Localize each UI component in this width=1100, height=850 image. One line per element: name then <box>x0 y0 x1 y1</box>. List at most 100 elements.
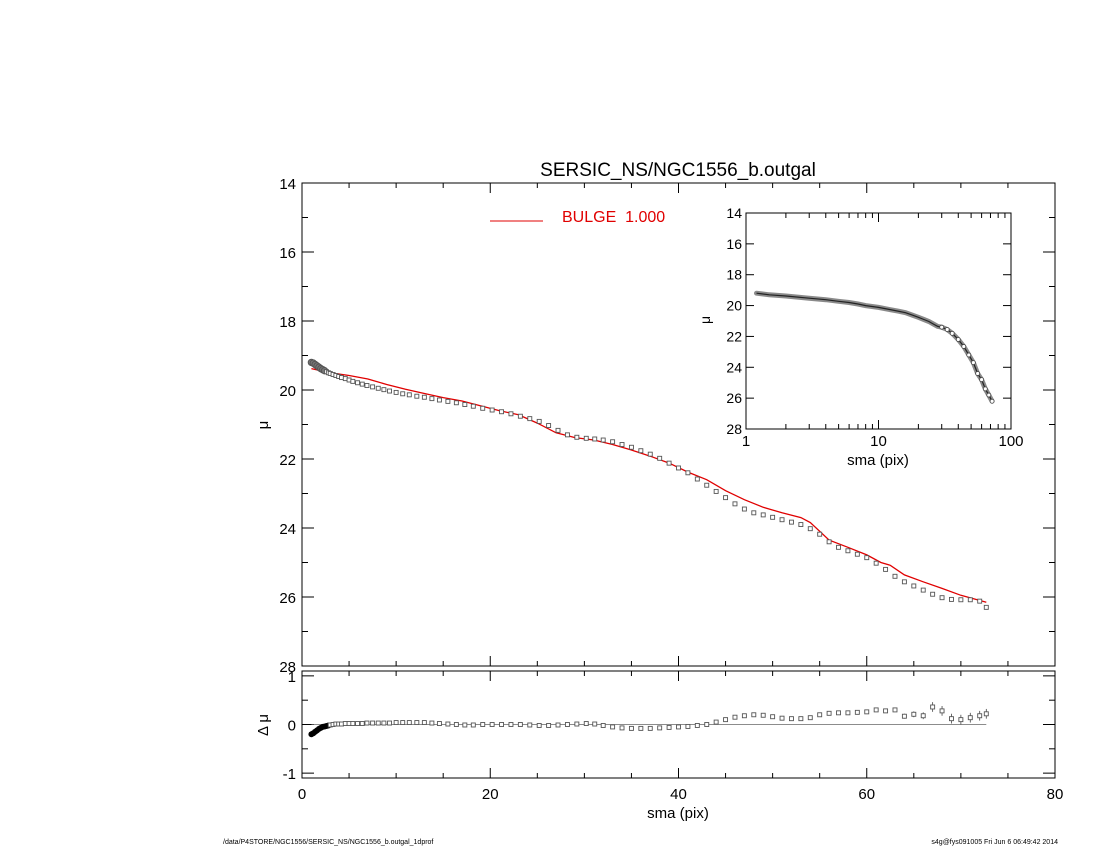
observed-point <box>508 411 514 417</box>
residual-point <box>779 715 785 721</box>
residual-point <box>751 712 757 718</box>
observed-point <box>939 595 945 601</box>
observed-point <box>436 397 442 403</box>
inset-panel: sma (pix) μ 14 16 18 20 22 24 26 281 10 100 <box>697 205 1024 469</box>
residual-point <box>480 722 486 727</box>
observed-point <box>600 437 606 443</box>
residual-point <box>583 721 589 726</box>
main-axis-ticks: 14 16 18 20 22 24 26 28 <box>279 176 1056 676</box>
observed-point <box>421 394 427 400</box>
residual-x-tick-label: 40 <box>670 786 687 803</box>
inset-observed-point <box>939 324 945 330</box>
inset-y-axis-label: μ <box>697 316 713 324</box>
residual-y-tick-label: 0 <box>288 718 296 735</box>
observed-point <box>574 434 580 440</box>
residual-y-tick-label: 1 <box>288 669 296 686</box>
observed-point <box>414 393 420 399</box>
observed-point <box>666 460 672 466</box>
observed-point <box>694 476 700 482</box>
observed-point <box>628 444 634 450</box>
residual-point <box>807 715 813 721</box>
observed-point <box>798 522 804 527</box>
residual-point <box>732 714 738 720</box>
residual-point <box>666 724 672 730</box>
residual-point <box>817 712 823 718</box>
observed-point <box>546 423 552 428</box>
residual-point <box>760 712 766 718</box>
residual-point <box>421 720 427 726</box>
observed-point <box>400 391 406 397</box>
observed-point <box>657 455 663 461</box>
inset-observed-point <box>989 398 995 404</box>
main-panel: SERSIC_NS/NGC1556_b.outgal μ 14 16 18 20 22 2… <box>255 160 1056 676</box>
observed-point <box>930 591 936 597</box>
residual-point <box>949 716 954 722</box>
observed-point <box>453 400 459 406</box>
observed-point <box>364 383 370 388</box>
legend-label-bulge: BULGE 1.000 <box>562 209 665 226</box>
observed-point <box>359 381 365 387</box>
residual-point <box>930 704 936 710</box>
observed-point <box>517 413 523 419</box>
inset-observed-profile-series <box>754 290 995 404</box>
residual-point <box>939 708 945 714</box>
observed-point <box>387 388 392 394</box>
residual-point <box>628 725 634 731</box>
residual-point <box>370 720 376 726</box>
residual-point <box>414 720 420 726</box>
inset-observed-point <box>982 386 988 392</box>
residual-point <box>836 710 841 716</box>
inset-observed-point <box>961 344 967 349</box>
observed-point <box>555 427 561 433</box>
observed-point <box>789 519 794 525</box>
observed-point <box>732 501 738 507</box>
residual-point <box>610 724 616 730</box>
observed-point <box>370 384 376 390</box>
inset-x-axis-label: sma (pix) <box>847 452 909 469</box>
residual-point <box>826 710 832 716</box>
residual-y-tick-label: -1 <box>283 766 296 783</box>
residual-point <box>977 713 983 719</box>
inset-axis-ticks: 14 16 18 20 22 24 26 281 10 100 <box>726 205 1023 450</box>
residual-point <box>364 720 370 726</box>
inset-x-tick-label: 1 <box>742 433 750 450</box>
inset-observed-point <box>975 371 981 376</box>
observed-point <box>854 551 860 557</box>
inset-x-tick-label: 10 <box>870 433 887 450</box>
residual-point <box>723 717 729 723</box>
observed-point <box>883 566 889 572</box>
observed-point <box>751 510 757 516</box>
residual-point <box>350 721 356 726</box>
residual-point <box>555 722 561 728</box>
inset-y-tick-label: 26 <box>726 390 742 406</box>
observed-point <box>911 583 917 589</box>
observed-point <box>770 514 776 520</box>
residual-point <box>770 714 776 720</box>
residual-point <box>499 722 504 727</box>
residual-point <box>387 720 392 726</box>
main-y-tick-label: 26 <box>279 590 296 607</box>
observed-point <box>527 416 533 422</box>
chart-title: SERSIC_NS/NGC1556_b.outgal <box>540 160 816 181</box>
inset-observed-point <box>966 352 972 358</box>
residual-point <box>429 720 435 726</box>
inset-observed-point <box>949 330 955 336</box>
residual-point <box>381 720 387 726</box>
inset-observed-point <box>986 392 992 398</box>
observed-point <box>393 389 399 395</box>
residual-point <box>359 721 365 726</box>
residual-point <box>574 721 580 727</box>
inset-y-tick-label: 18 <box>726 267 742 283</box>
residual-point <box>489 722 495 727</box>
observed-point <box>983 604 989 610</box>
observed-point <box>760 512 766 518</box>
observed-point <box>429 396 435 402</box>
observed-point <box>583 435 589 441</box>
observed-point <box>741 506 747 512</box>
observed-profile-series <box>307 358 989 610</box>
residual-point <box>676 724 681 730</box>
observed-point <box>977 598 983 604</box>
